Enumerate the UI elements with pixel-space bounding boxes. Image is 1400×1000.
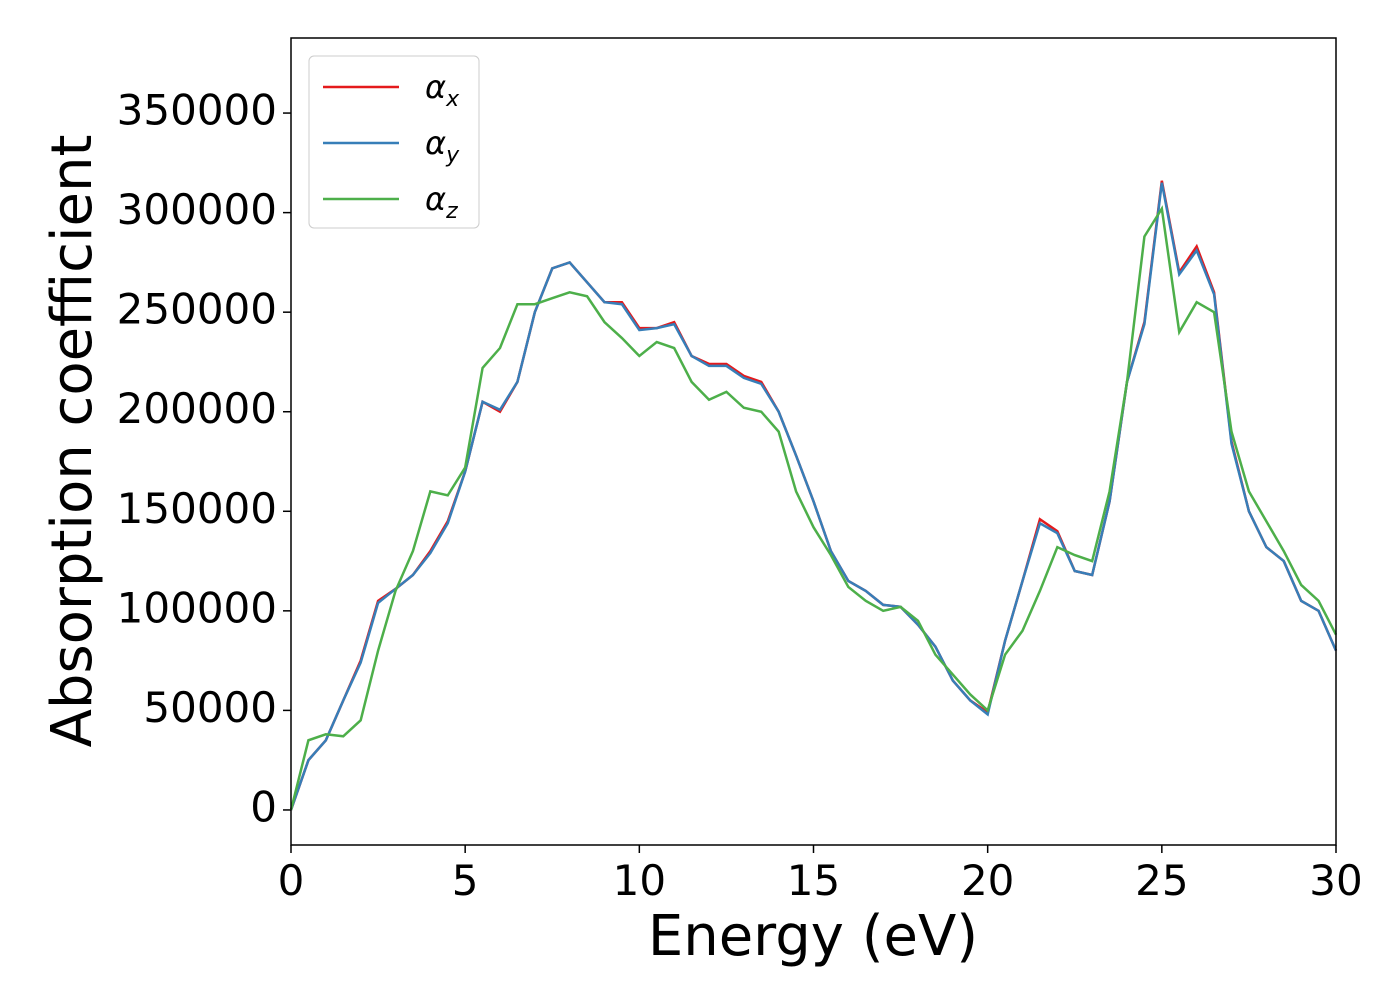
series-line [289,182,1338,811]
x-tick-label: 10 [613,856,666,905]
x-tick-label: 0 [278,856,305,905]
series-line [289,205,1338,811]
x-tick-label: 5 [452,856,479,905]
x-axis-label: Energy (eV) [648,904,978,969]
y-tick-label: 100000 [117,583,277,632]
y-tick-label: 200000 [117,384,277,433]
legend-label: αx [425,68,460,112]
y-tick-label: 350000 [117,86,277,135]
plot-frame [290,37,1337,846]
y-tick-label: 300000 [117,185,277,234]
y-axis-label: Absorption coefficient [40,135,105,748]
y-tick-label: 150000 [117,484,277,533]
y-tick-label: 50000 [143,683,277,732]
legend-label: αz [425,180,458,224]
legend-label: αy [425,124,460,168]
x-tick-label: 25 [1135,856,1188,905]
y-tick-label: 250000 [117,285,277,334]
x-tick-label: 30 [1309,856,1362,905]
y-tick-label: 0 [250,782,277,831]
x-tick-label: 15 [787,856,840,905]
x-tick-label: 20 [961,856,1014,905]
